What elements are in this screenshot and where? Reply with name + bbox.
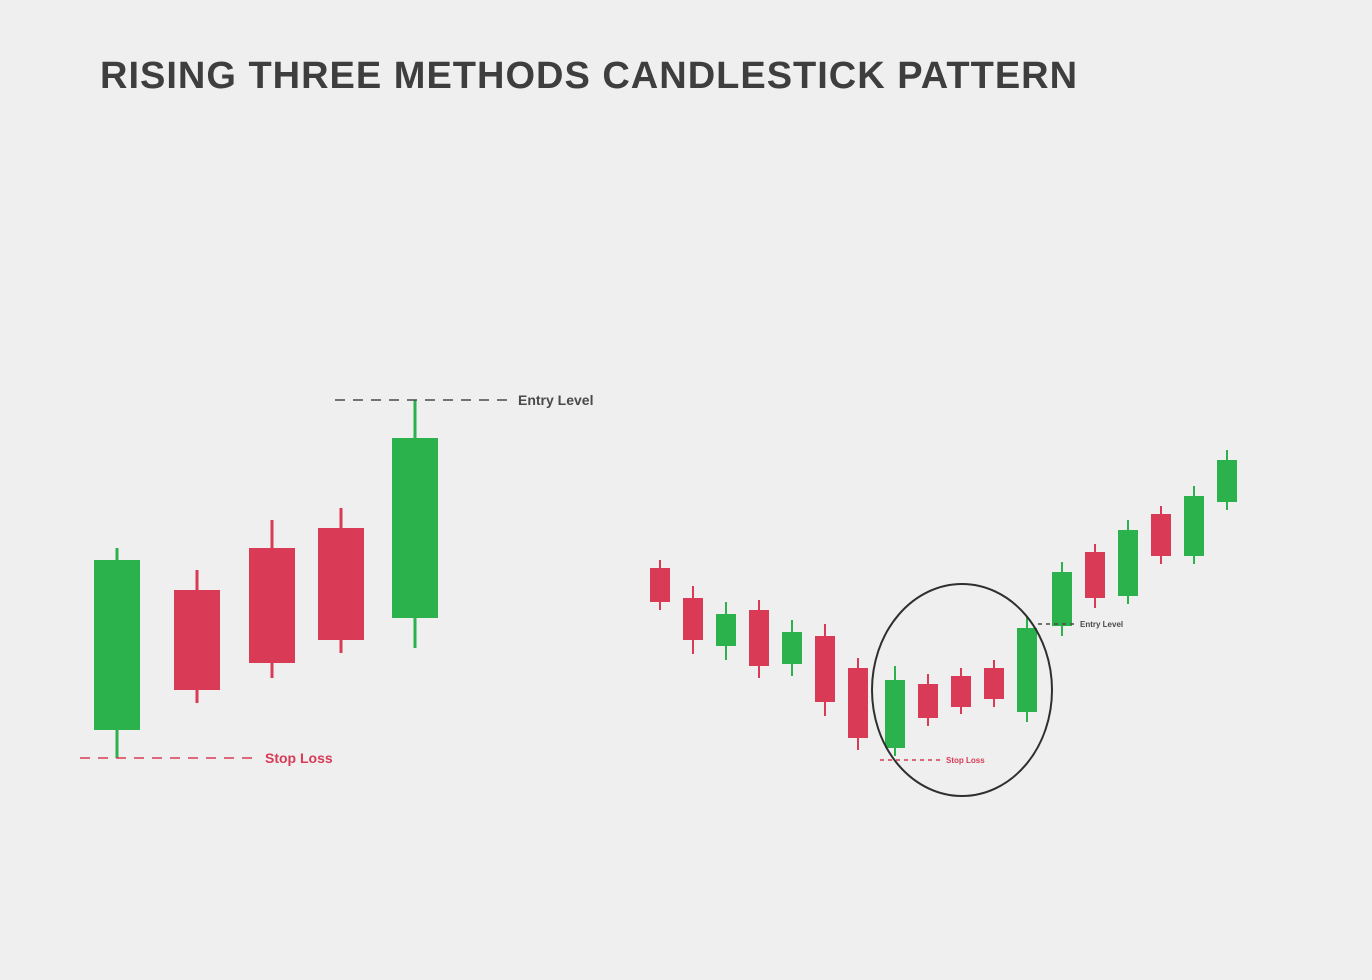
candle-body [885, 680, 905, 748]
background [0, 0, 1372, 980]
candle-body [1151, 514, 1171, 556]
candle-body [1017, 628, 1037, 712]
left-stop-loss-label: Stop Loss [265, 750, 333, 766]
candle-body [782, 632, 802, 664]
candle-body [749, 610, 769, 666]
right-stop-loss-label: Stop Loss [946, 756, 985, 765]
infographic-canvas: RISING THREE METHODS CANDLESTICK PATTERN… [0, 0, 1372, 980]
candle-body [1085, 552, 1105, 598]
candle-body [1118, 530, 1138, 596]
candle-body [951, 676, 971, 707]
candle-body [918, 684, 938, 718]
candle-body [650, 568, 670, 602]
candle-body [94, 560, 140, 730]
left-entry-level-label: Entry Level [518, 392, 593, 408]
candle-body [174, 590, 220, 690]
candle-body [1052, 572, 1072, 626]
candle-body [683, 598, 703, 640]
candle-body [1184, 496, 1204, 556]
candle-body [716, 614, 736, 646]
candle-body [848, 668, 868, 738]
candle-body [392, 438, 438, 618]
page-title: RISING THREE METHODS CANDLESTICK PATTERN [100, 55, 1078, 97]
candle-body [318, 528, 364, 640]
candle-body [815, 636, 835, 702]
candle-body [1217, 460, 1237, 502]
candle-body [249, 548, 295, 663]
right-entry-level-label: Entry Level [1080, 620, 1123, 629]
candle-body [984, 668, 1004, 699]
